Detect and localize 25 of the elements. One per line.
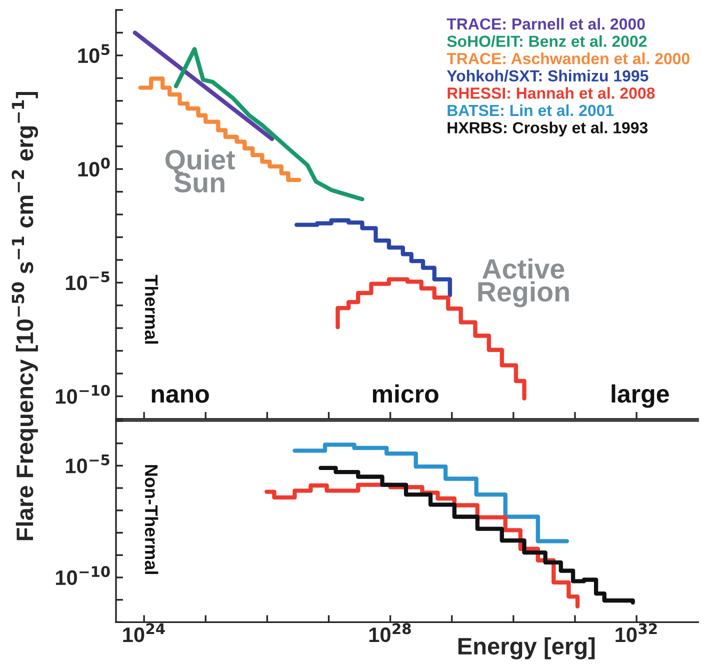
- annotation: large: [612, 384, 669, 408]
- y-tick-label: 10$^{−10}$: [56, 566, 110, 586]
- x-axis-title: Energy [erg]: [458, 637, 595, 660]
- annotation: Non-Thermal: [144, 465, 158, 574]
- annotation: nano: [152, 389, 209, 403]
- annotation: Thermal: [144, 274, 158, 344]
- y-tick-label: 10$^{−5}$: [66, 454, 110, 474]
- y-tick-label: 10$^{0}$: [78, 158, 110, 177]
- text: BATSE: Lin et al. 2001: [448, 104, 614, 116]
- x-tick-label: 10$^{24}$: [123, 623, 165, 642]
- annotation: Active Region: [478, 258, 569, 308]
- x-tick-label: 10$^{32}$: [616, 623, 657, 642]
- x-tick-label: 10$^{28}$: [369, 623, 411, 642]
- annotation: Quiet Sun: [165, 149, 235, 192]
- text: TRACE: Parnell et al. 2000: [446, 18, 645, 30]
- text: HXRBS: Crosby et al. 1993: [448, 122, 648, 137]
- text: Flare Frequency [10$^{−50}$ s$^{−1}$ cm$^{−2}$ erg$^{−1}$]: [12, 92, 38, 540]
- text: Yohkoh/SXT: Shimizu 1995: [446, 70, 648, 82]
- y-tick-label: 10$^{5}$: [78, 44, 110, 64]
- text: RHESSI: Hannah et al. 2008: [448, 87, 655, 99]
- y-tick-label: 10$^{−10}$: [56, 384, 110, 404]
- text: SoHO/EIT: Benz et al. 2002: [447, 35, 647, 48]
- annotation: micro: [372, 384, 438, 403]
- text: TRACE: Aschwanden et al. 2000: [446, 52, 690, 64]
- y-tick-label: 10$^{−5}$: [66, 271, 110, 290]
